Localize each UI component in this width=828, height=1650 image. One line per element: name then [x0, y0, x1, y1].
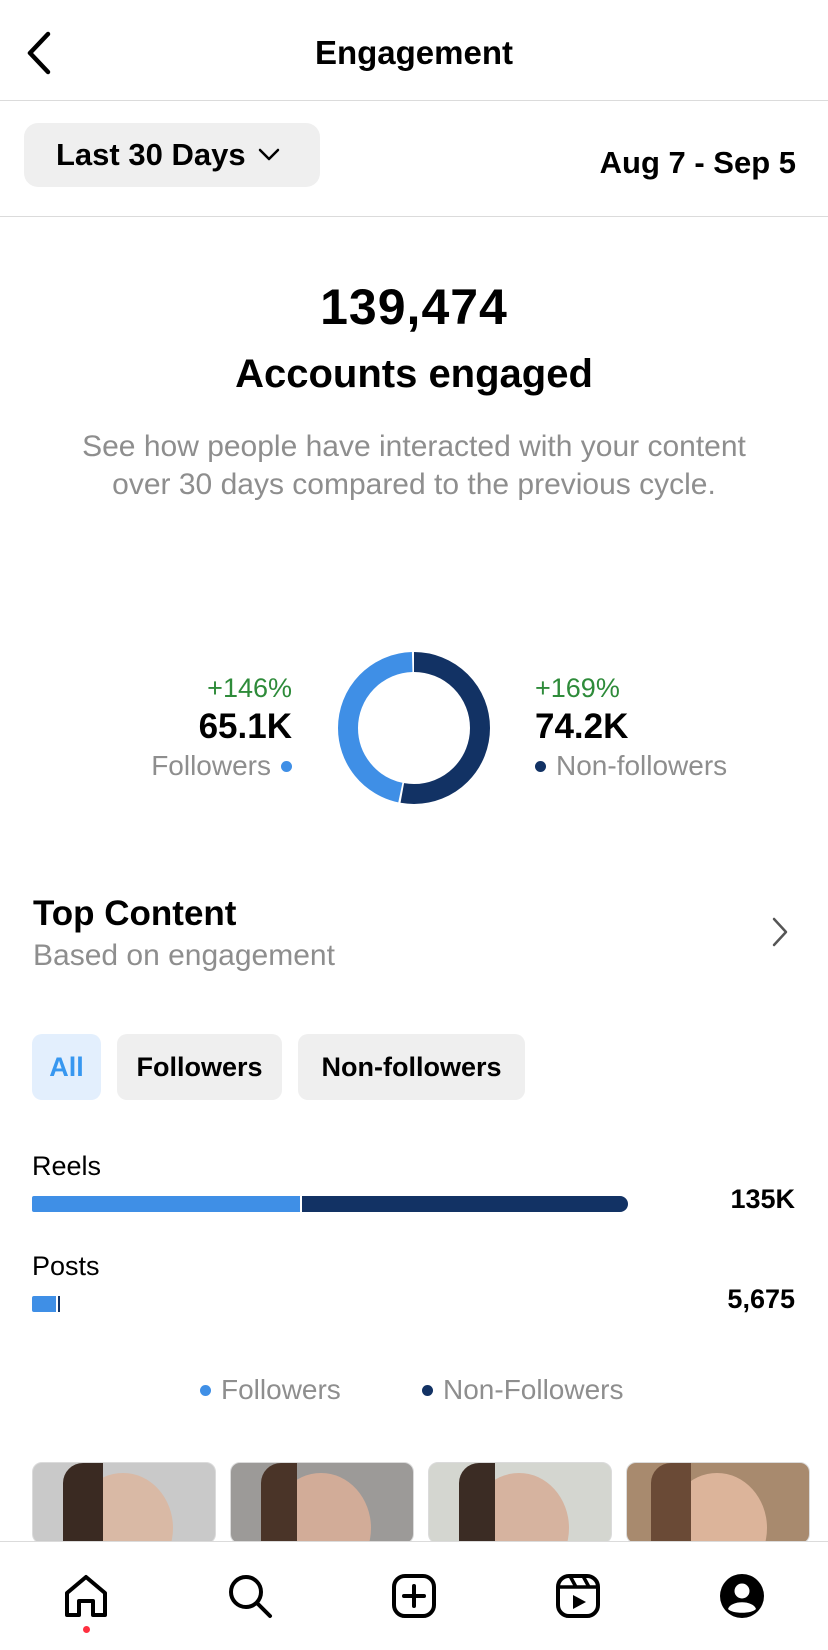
- legend-non-followers: Non-Followers: [422, 1374, 624, 1406]
- legend-non-followers-dot: [422, 1384, 433, 1396]
- bar-value-posts: 5,675: [727, 1284, 795, 1314]
- non-followers-dot: [535, 760, 546, 772]
- accounts-engaged-label: Accounts engaged: [235, 352, 593, 396]
- filter-row: Last 30 Days Aug 7 - Sep 5: [0, 101, 828, 217]
- content-thumbnail[interactable]: [32, 1462, 216, 1544]
- nav-profile[interactable]: [714, 1568, 770, 1624]
- thumbnail-hair: [651, 1463, 691, 1543]
- followers-stat: +146% 65.1K Followers: [151, 672, 292, 784]
- engagement-donut-chart: [338, 652, 490, 804]
- chip-followers[interactable]: Followers: [117, 1034, 282, 1100]
- date-range-text: Aug 7 - Sep 5: [599, 145, 796, 180]
- thumbnail-hair: [261, 1463, 297, 1543]
- followers-label: Followers: [151, 750, 271, 781]
- followers-value: 65.1K: [198, 707, 292, 746]
- non-followers-stat: +169% 74.2K Non-followers: [535, 672, 727, 784]
- nav-home[interactable]: [58, 1568, 114, 1624]
- chip-non-followers[interactable]: Non-followers: [298, 1034, 525, 1100]
- followers-dot: [281, 760, 292, 772]
- search-icon: [229, 1575, 272, 1618]
- notification-dot: [83, 1626, 90, 1633]
- legend-followers-label: Followers: [221, 1374, 341, 1405]
- reels-icon: [556, 1574, 600, 1618]
- chevron-down-icon: [258, 148, 279, 161]
- top-bar: Engagement: [0, 0, 828, 101]
- profile-icon: [720, 1574, 764, 1618]
- top-content-title: Top Content: [33, 894, 237, 933]
- page-title: Engagement: [314, 34, 514, 71]
- followers-label-row: Followers: [151, 748, 292, 784]
- date-range-dropdown[interactable]: Last 30 Days: [24, 123, 320, 187]
- engagement-description: See how people have interacted with your…: [82, 430, 746, 501]
- content-thumbnail[interactable]: [428, 1462, 612, 1544]
- accounts-engaged-total: 139,474: [320, 279, 508, 335]
- followers-change: +146%: [207, 673, 292, 703]
- chip-all[interactable]: All: [32, 1034, 101, 1100]
- bar-label-reels: Reels: [32, 1151, 102, 1181]
- bar-reels-followers-segment: [32, 1196, 301, 1212]
- chevron-right-icon[interactable]: [770, 916, 790, 948]
- nav-search[interactable]: [222, 1568, 278, 1624]
- non-followers-label: Non-followers: [556, 750, 728, 781]
- nav-create[interactable]: [386, 1568, 442, 1624]
- bottom-nav-bar: [0, 1541, 828, 1650]
- legend-non-followers-label: Non-Followers: [443, 1374, 624, 1405]
- donut-slice-followers: [338, 652, 490, 804]
- create-icon: [392, 1574, 436, 1618]
- non-followers-label-row: Non-followers: [535, 748, 727, 784]
- thumbnail-hair: [459, 1463, 495, 1543]
- legend-followers-dot: [200, 1384, 211, 1396]
- non-followers-change: +169%: [535, 673, 620, 703]
- bar-reels: [32, 1196, 660, 1212]
- nav-reels[interactable]: [550, 1568, 606, 1624]
- content-thumbnail[interactable]: [626, 1462, 810, 1544]
- legend-followers: Followers: [200, 1374, 341, 1406]
- thumbnail-hair: [63, 1463, 103, 1543]
- non-followers-value: 74.2K: [535, 707, 629, 746]
- back-button[interactable]: [22, 28, 62, 78]
- bar-label-posts: Posts: [32, 1251, 100, 1281]
- bar-value-reels: 135K: [730, 1184, 795, 1214]
- home-icon: [65, 1575, 107, 1617]
- donut-slice-non-followers: [338, 652, 490, 804]
- chevron-left-icon: [27, 31, 51, 75]
- bar-posts-non-followers-segment: [58, 1296, 61, 1312]
- date-range-label: Last 30 Days: [56, 137, 246, 172]
- top-content-subtitle: Based on engagement: [33, 939, 335, 972]
- bar-posts: [32, 1296, 660, 1312]
- bar-posts-followers-segment: [32, 1296, 57, 1312]
- bar-reels-non-followers-segment: [302, 1196, 628, 1212]
- content-thumbnail[interactable]: [230, 1462, 414, 1544]
